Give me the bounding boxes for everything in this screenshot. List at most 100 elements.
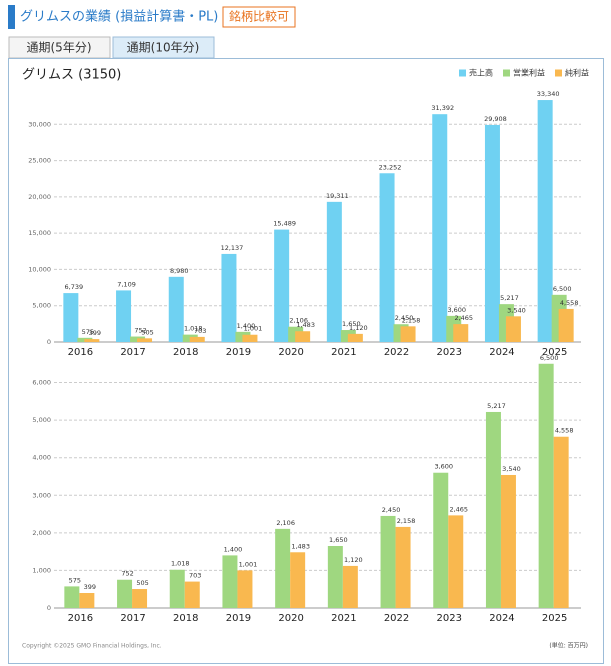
legend-swatch [503, 69, 510, 77]
value-label: 6,739 [65, 283, 84, 291]
bar [327, 546, 343, 608]
value-label: 575 [82, 328, 94, 336]
bar [433, 472, 449, 608]
copyright: Copyright ©2025 GMO Financial Holdings, … [22, 643, 162, 650]
x-tick-label: 2016 [68, 613, 93, 624]
x-tick-label: 2021 [331, 347, 356, 358]
value-label: 2,158 [402, 316, 421, 324]
bar [169, 569, 185, 608]
value-label: 1,483 [296, 321, 315, 329]
value-label: 5,217 [500, 294, 519, 302]
value-label: 2,158 [397, 517, 416, 525]
value-label: 1,400 [237, 322, 256, 330]
value-label: 4,558 [555, 427, 574, 435]
value-label: 3,540 [502, 465, 521, 473]
bar [189, 336, 205, 342]
bar [242, 334, 258, 342]
y-tick-label: 0 [47, 604, 51, 612]
value-label: 5,217 [487, 402, 506, 410]
badge-box[interactable] [222, 6, 296, 28]
y-tick-label: 25,000 [28, 157, 51, 165]
y-tick-label: 0 [47, 338, 51, 346]
x-tick-label: 2016 [68, 347, 93, 358]
x-tick-label: 2019 [226, 347, 251, 358]
bar [184, 581, 200, 608]
x-tick-label: 2022 [384, 613, 409, 624]
value-label: 2,465 [449, 505, 468, 513]
value-label: 2,465 [454, 314, 473, 322]
bar [484, 124, 500, 342]
legend-swatch [459, 69, 466, 77]
y-tick-label: 20,000 [28, 193, 51, 201]
value-label: 2,450 [395, 314, 414, 322]
legend-label: 営業利益 [513, 68, 545, 78]
bar [558, 308, 574, 342]
x-tick-label: 2024 [489, 347, 514, 358]
tab-label[interactable]: 通期(5年分) [27, 41, 92, 55]
value-label: 1,120 [344, 556, 363, 564]
bar [274, 229, 290, 342]
y-tick-label: 6,000 [32, 379, 51, 387]
bar [84, 339, 100, 342]
bar [380, 515, 396, 608]
x-tick-label: 2019 [226, 613, 251, 624]
bar [538, 363, 554, 608]
y-tick-label: 5,000 [32, 416, 51, 424]
x-tick-label: 2025 [542, 613, 567, 624]
value-label: 703 [194, 327, 206, 335]
value-label: 752 [121, 570, 133, 578]
bar [295, 331, 311, 342]
bar [275, 528, 291, 608]
x-tick-label: 2017 [120, 347, 145, 358]
y-tick-label: 30,000 [28, 120, 51, 128]
y-tick-label: 15,000 [28, 229, 51, 237]
bar [63, 293, 79, 342]
value-label: 399 [89, 329, 101, 337]
legend-swatch [555, 69, 562, 77]
bar [64, 586, 80, 608]
value-label: 23,252 [379, 163, 402, 171]
y-tick-label: 1,000 [32, 566, 51, 574]
value-label: 19,311 [326, 192, 349, 200]
value-label: 6,500 [553, 285, 572, 293]
bar [137, 338, 153, 342]
bar [290, 552, 306, 608]
value-label: 1,018 [171, 560, 190, 568]
bar [505, 316, 521, 342]
bar [132, 589, 148, 608]
value-label: 31,392 [431, 104, 454, 112]
legend-label: 純利益 [565, 68, 589, 78]
unit-note: (単位: 百万円) [549, 642, 588, 650]
bar [448, 515, 464, 608]
value-label: 575 [69, 576, 81, 584]
badge[interactable]: 銘柄比較可 [229, 9, 289, 24]
bar [432, 114, 448, 342]
x-tick-label: 2025 [542, 347, 567, 358]
y-tick-label: 4,000 [32, 454, 51, 462]
bar [221, 253, 237, 342]
bar [395, 526, 411, 608]
value-label: 1,018 [184, 325, 203, 333]
value-label: 2,450 [382, 506, 401, 514]
x-tick-label: 2018 [173, 347, 198, 358]
bar [485, 411, 501, 608]
header-accent [8, 5, 15, 29]
bar [79, 593, 95, 608]
chart-title: グリムス (3150) [22, 68, 121, 83]
value-label: 6,500 [540, 354, 559, 362]
value-label: 703 [189, 572, 201, 580]
tab-label[interactable]: 通期(10年分) [127, 41, 200, 55]
bar [400, 326, 416, 342]
x-tick-label: 2023 [437, 613, 462, 624]
value-label: 752 [134, 327, 146, 335]
value-label: 33,340 [537, 90, 560, 98]
x-tick-label: 2017 [120, 613, 145, 624]
value-label: 3,540 [507, 306, 526, 314]
bar [117, 579, 133, 608]
bar [342, 565, 358, 608]
value-label: 12,137 [221, 244, 244, 252]
bar [168, 276, 184, 342]
bar [553, 436, 569, 608]
value-label: 15,489 [273, 220, 296, 228]
